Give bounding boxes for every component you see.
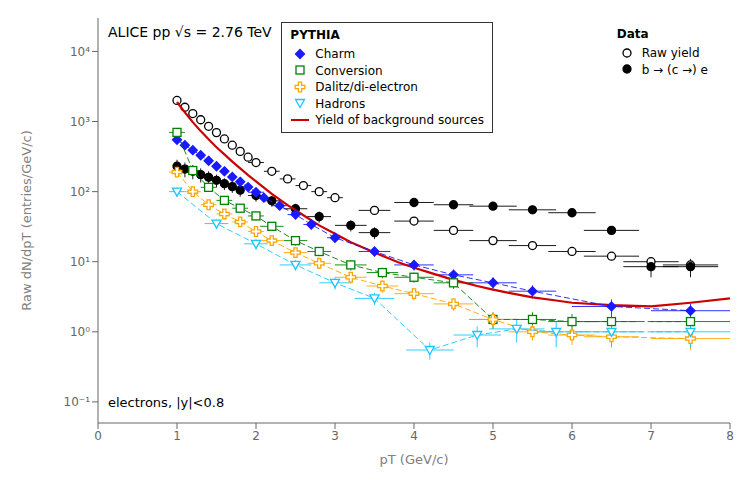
html-text:Charm: Charm xyxy=(315,46,356,61)
html-text:Yield of background sources: Yield of background sources xyxy=(315,112,484,127)
svg-text:0: 0 xyxy=(94,429,102,443)
html-text:Dalitz/di-electron: Dalitz/di-electron xyxy=(315,79,418,94)
html-text:Conversion: Conversion xyxy=(315,63,383,77)
svg-text:6: 6 xyxy=(568,429,576,443)
svg-text:10⁻¹: 10⁻¹ xyxy=(64,395,91,409)
html-text:b → (c →) e: b → (c →) e xyxy=(641,62,708,76)
html-text:PYTHIA: PYTHIA xyxy=(290,28,340,42)
svg-text:2: 2 xyxy=(252,429,260,443)
svg-text:7: 7 xyxy=(647,429,655,443)
html-text:Raw yield: Raw yield xyxy=(641,45,700,60)
svg-text:3: 3 xyxy=(331,429,339,443)
svg-text:Raw dN/dpT (entries/GeV/c): Raw dN/dpT (entries/GeV/c) xyxy=(19,130,34,311)
svg-text:pT (GeV/c): pT (GeV/c) xyxy=(380,452,449,467)
svg-text:10⁴: 10⁴ xyxy=(70,45,90,59)
html-text:ALICE pp √s = 2.76 TeV: ALICE pp √s = 2.76 TeV xyxy=(108,24,272,40)
svg-text:10¹: 10¹ xyxy=(70,255,90,269)
svg-text:5: 5 xyxy=(489,429,497,443)
svg-text:4: 4 xyxy=(410,429,418,443)
html-text:Data: Data xyxy=(616,27,649,41)
html-text:Hadrons: Hadrons xyxy=(315,96,366,110)
svg-text:8: 8 xyxy=(726,429,734,443)
html-text:electrons, |y|<0.8: electrons, |y|<0.8 xyxy=(108,395,225,410)
svg-text:10³: 10³ xyxy=(70,115,90,129)
svg-text:1: 1 xyxy=(173,429,181,443)
svg-text:10²: 10² xyxy=(70,185,90,199)
svg-text:10⁰: 10⁰ xyxy=(70,325,90,339)
